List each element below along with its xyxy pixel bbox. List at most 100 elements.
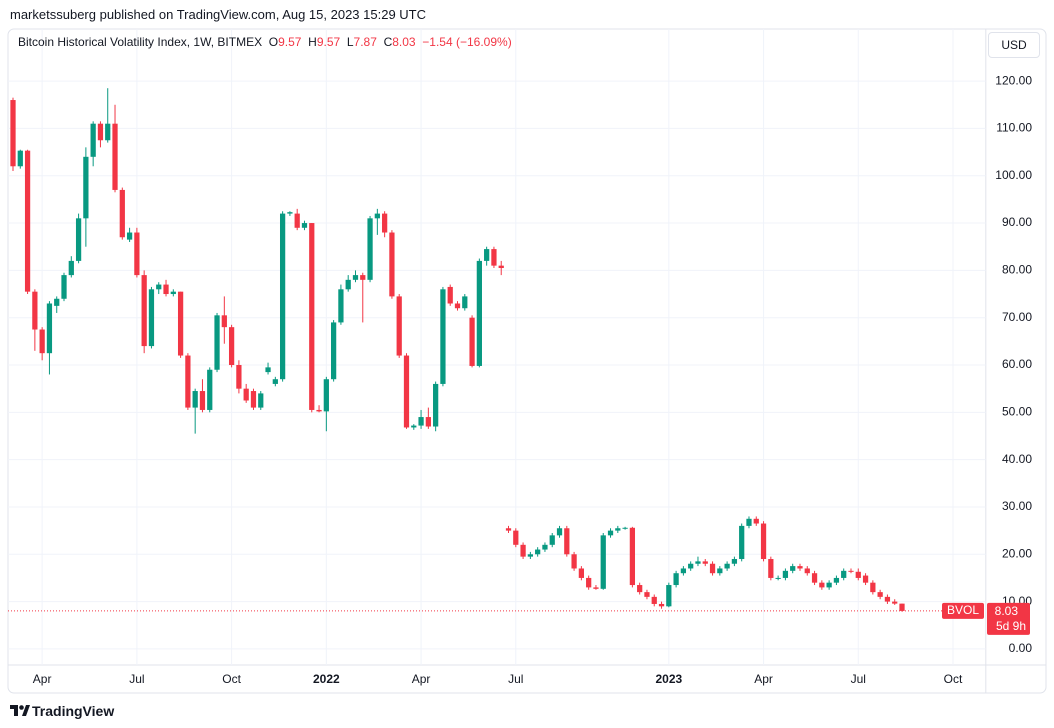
candle-body: [367, 218, 373, 280]
candle-body: [637, 585, 643, 593]
candle-body: [68, 260, 74, 276]
candle-body: [760, 523, 767, 560]
candle-body: [192, 391, 198, 408]
countdown-label: 5d 9h: [996, 619, 1026, 633]
candle-body: [294, 213, 300, 228]
candle-body: [549, 535, 555, 545]
legend-label: O: [268, 35, 279, 49]
candle-body: [768, 559, 774, 578]
price-tag: [987, 602, 1030, 635]
candle-body: [790, 566, 796, 571]
candle-body: [870, 582, 876, 593]
candle-body: [688, 563, 694, 569]
legend-label: L: [346, 35, 354, 49]
candle-body: [673, 573, 679, 586]
candle-body: [396, 296, 402, 356]
candle-body: [301, 223, 308, 228]
candle-body: [83, 156, 89, 219]
candle-body: [156, 284, 162, 290]
symbol-tag: [942, 602, 984, 619]
candle-body: [629, 527, 636, 586]
y-tick-label: 30.00: [1002, 499, 1032, 513]
candle-body: [505, 528, 512, 531]
candle-body: [228, 327, 235, 366]
publish-info: marketssuberg published on TradingView.c…: [10, 7, 427, 22]
candle-body: [746, 518, 752, 526]
candle-body: [134, 232, 140, 276]
candle-body: [97, 123, 104, 141]
candle-body: [411, 425, 417, 428]
candle-body: [265, 367, 271, 373]
candle-body: [170, 291, 176, 295]
legend-change: −1.54: [422, 35, 453, 49]
chart-frame: [7, 28, 1047, 694]
candle-body: [221, 315, 227, 328]
candle-body: [899, 603, 905, 611]
y-tick-label: 0.00: [1009, 641, 1033, 655]
candle-body: [90, 123, 96, 157]
candle-body: [666, 585, 672, 607]
candle-body: [717, 568, 723, 574]
candle-body: [469, 317, 475, 366]
candle-body: [24, 150, 31, 292]
candle-body: [214, 315, 220, 370]
candle-body: [491, 249, 497, 266]
candle-body: [309, 223, 315, 410]
x-tick-label: 2022: [313, 672, 340, 686]
candle-body: [892, 601, 898, 604]
candle-body: [462, 296, 468, 309]
candle-body: [148, 289, 155, 347]
candle-body: [513, 530, 519, 545]
candle-body: [658, 603, 665, 607]
candle-body: [731, 559, 738, 564]
candle-body: [382, 213, 388, 233]
candle-body: [32, 291, 38, 330]
candle-body: [75, 218, 82, 261]
y-tick-label: 50.00: [1002, 404, 1032, 418]
legend-value: 7.87: [353, 35, 377, 49]
candle-body: [622, 527, 628, 529]
candle-body: [345, 279, 351, 290]
candle-body: [826, 582, 832, 588]
symbol-label: BVOL: [947, 603, 979, 617]
candle-body: [433, 383, 439, 427]
candle-body: [440, 289, 446, 384]
candle-body: [258, 393, 264, 408]
candle-body: [39, 329, 45, 354]
candle-body: [199, 391, 206, 410]
x-tick-label: Apr: [754, 672, 773, 686]
candle-body: [323, 379, 329, 412]
y-tick-label: 90.00: [1002, 215, 1032, 229]
brand: TradingView: [32, 703, 115, 719]
candle-body: [279, 213, 286, 380]
y-tick-label: 70.00: [1002, 310, 1032, 324]
x-tick-label: Oct: [222, 672, 241, 686]
candle-body: [564, 528, 570, 555]
candle-body: [797, 566, 803, 569]
candle-body: [454, 303, 461, 309]
x-tick-label: Jul: [508, 672, 523, 686]
candle-body: [877, 592, 883, 597]
currency-button[interactable]: USD: [988, 32, 1040, 58]
tradingview-logo: [10, 705, 30, 716]
candle-body: [112, 123, 118, 190]
legend-value: 9.57: [316, 35, 341, 49]
legend-change-pct: (−16.09%): [455, 35, 512, 49]
candle-body: [571, 554, 577, 569]
candle-body: [105, 123, 111, 141]
y-tick-label: 80.00: [1002, 263, 1032, 277]
legend-value: 9.57: [278, 35, 302, 49]
candle-body: [556, 528, 563, 536]
x-tick-label: Oct: [944, 672, 963, 686]
x-tick-label: Jul: [129, 672, 144, 686]
candle-body: [207, 369, 213, 410]
candle-body: [848, 570, 854, 572]
candle-body: [272, 379, 278, 384]
candle-body: [753, 518, 759, 524]
candle-body: [542, 544, 548, 550]
candle-body: [141, 275, 147, 347]
candle-body: [54, 298, 60, 306]
candle-body: [644, 592, 650, 597]
candle-body: [841, 570, 847, 578]
